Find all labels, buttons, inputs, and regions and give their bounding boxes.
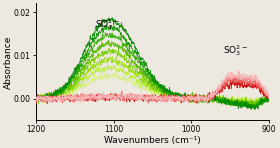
Text: SO$_4^{2-}$: SO$_4^{2-}$ bbox=[95, 17, 120, 32]
Y-axis label: Absorbance: Absorbance bbox=[3, 35, 13, 89]
X-axis label: Wavenumbers (cm⁻¹): Wavenumbers (cm⁻¹) bbox=[104, 136, 201, 145]
Text: SO$_3^{2-}$: SO$_3^{2-}$ bbox=[223, 43, 248, 58]
